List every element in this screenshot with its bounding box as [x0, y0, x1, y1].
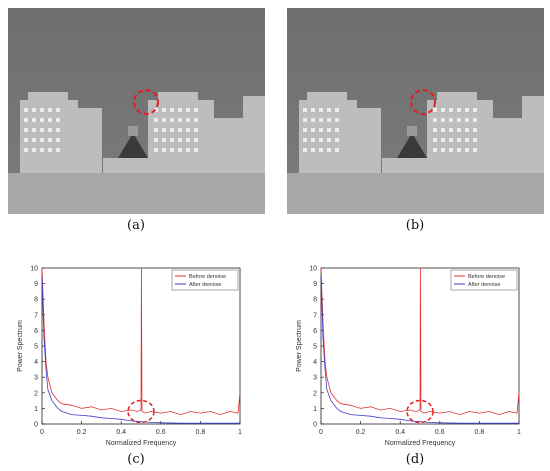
x-tick-label: 1 [517, 429, 521, 436]
spectrum-chart-c: 0 1 2 3 4 5 6 7 8 9 10 0 0.2 0.4 0.6 0.8 1 Normalized Fre… [8, 258, 278, 448]
x-tick-label: 0.8 [196, 429, 206, 436]
y-tick-label: 8 [313, 297, 317, 304]
infrared-scene-b [287, 8, 544, 214]
x-tick-label: 0.2 [356, 429, 366, 436]
infrared-image-b [287, 8, 544, 214]
legend-box [450, 269, 518, 291]
x-tick-label: 0.4 [116, 429, 126, 436]
y-tick-label: 7 [313, 312, 317, 319]
y-tick-label: 3 [34, 375, 38, 382]
series-line-after-denoise [41, 275, 240, 424]
y-tick-label: 1 [34, 406, 38, 413]
x-tick-label: 0.4 [395, 429, 405, 436]
highlight-circle-d [406, 399, 434, 424]
x-tick-label: 0 [319, 429, 323, 436]
legend-entry: After denoise [468, 282, 500, 288]
x-tick-label: 0.6 [435, 429, 445, 436]
y-tick-label: 3 [313, 375, 317, 382]
y-tick-label: 9 [313, 281, 317, 288]
highlight-circle-c [127, 399, 155, 424]
highlight-circle-a [133, 89, 159, 115]
y-tick-label: 10 [30, 266, 38, 273]
caption-c: (c) [127, 452, 145, 467]
x-tick-label: 0 [40, 429, 44, 436]
series-line-before-denoise [320, 267, 520, 416]
highlight-circle-b [410, 89, 436, 115]
x-tick-label: 0.8 [475, 429, 485, 436]
series-line-before-denoise [41, 267, 241, 416]
spectrum-chart-d: 0 1 2 3 4 5 6 7 8 9 10 0 0.2 0.4 0.6 0.8 1 Normalized Fre… [287, 258, 550, 448]
caption-d: (d) [405, 452, 425, 467]
y-tick-label: 1 [313, 406, 317, 413]
y-tick-label: 0 [313, 422, 317, 429]
y-tick-label: 7 [34, 312, 38, 319]
legend-entry: Before denoise [189, 274, 226, 280]
x-tick-label: 0.2 [77, 429, 87, 436]
series-line-after-denoise [320, 275, 519, 424]
caption-b: (b) [405, 218, 425, 233]
y-axis-label: Power Spectrum [296, 320, 303, 372]
x-tick-label: 0.6 [156, 429, 166, 436]
y-tick-label: 5 [34, 344, 38, 351]
y-tick-label: 10 [309, 266, 317, 273]
y-tick-label: 5 [313, 344, 317, 351]
y-tick-label: 6 [313, 328, 317, 335]
legend-box [171, 269, 239, 291]
x-axis-label: Normalized Frequency [106, 440, 177, 447]
spectrum-chart-d-svg: 0 1 2 3 4 5 6 7 8 9 10 0 0.2 0.4 0.6 0.8 1 Normalized Fre… [296, 266, 521, 448]
y-tick-label: 6 [34, 328, 38, 335]
y-tick-label: 2 [313, 390, 317, 397]
infrared-image-a [8, 8, 265, 214]
legend-entry: Before denoise [468, 274, 505, 280]
y-tick-label: 2 [34, 390, 38, 397]
spectrum-chart-c-svg: 0 1 2 3 4 5 6 7 8 9 10 0 0.2 0.4 0.6 0.8 1 Normalized Fre… [17, 266, 242, 448]
y-tick-label: 4 [34, 359, 38, 366]
y-tick-label: 4 [313, 359, 317, 366]
legend-entry: After denoise [189, 282, 221, 288]
x-tick-label: 1 [238, 429, 242, 436]
y-tick-label: 9 [34, 281, 38, 288]
caption-a: (a) [127, 218, 145, 233]
y-axis-label: Power Spectrum [17, 320, 24, 372]
y-tick-label: 8 [34, 297, 38, 304]
x-axis-label: Normalized Frequency [385, 440, 456, 447]
y-tick-label: 0 [34, 422, 38, 429]
infrared-scene-a [8, 8, 265, 214]
